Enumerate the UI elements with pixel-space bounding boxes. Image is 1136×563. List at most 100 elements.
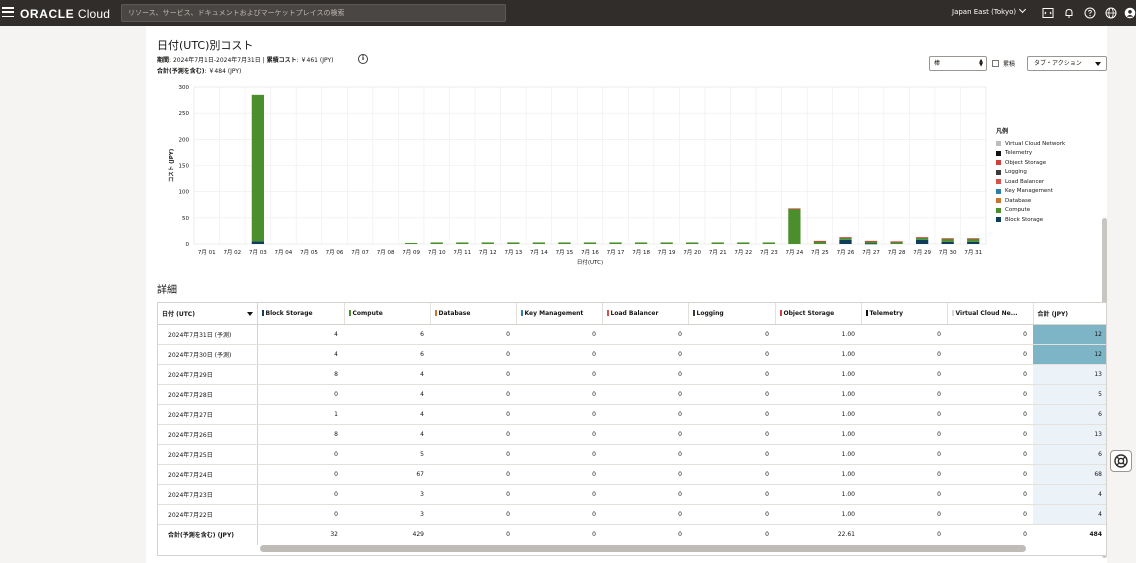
y-tick-label: 200 <box>179 137 190 143</box>
global-search-input[interactable]: リソース、サービス、ドキュメントおよびマーケットプレイスの検索 <box>121 4 506 22</box>
bar-segment <box>864 240 878 242</box>
legend-item[interactable]: Telemetry <box>996 149 1065 159</box>
legend-item[interactable]: Object Storage <box>996 158 1065 168</box>
legend-item[interactable]: Compute <box>996 206 1065 216</box>
x-tick-label: 7月 16 <box>581 249 599 256</box>
legend-label: Database <box>1005 197 1032 204</box>
bar-segment <box>941 241 954 244</box>
value-cell: 0 <box>861 344 947 365</box>
total-row[interactable]: 合計(予測を含む) (JPY) 32 429 0 0 0 0 22.61 0 0 484 <box>158 523 1106 545</box>
value-cell: 0 <box>947 464 1033 485</box>
cumulative-checkbox[interactable] <box>992 60 999 67</box>
code-editor-icon[interactable] <box>1042 7 1054 19</box>
bar-segment <box>967 238 980 242</box>
x-tick-label: 7月 10 <box>428 249 446 256</box>
info-icon[interactable]: i <box>358 54 368 64</box>
tab-actions-button[interactable]: タブ・アクション <box>1027 56 1107 71</box>
value-cell: 0 <box>688 484 775 505</box>
column-header[interactable]: Compute <box>344 303 431 325</box>
legend-item[interactable]: Load Balancer <box>996 177 1065 187</box>
date-cell: 2024年7月27日 <box>158 404 258 425</box>
help-icon[interactable] <box>1084 7 1096 19</box>
x-tick-label: 7月 20 <box>683 249 701 256</box>
value-cell: 32 <box>257 523 344 545</box>
table-row[interactable]: 2024年7月28日 0 4 0 0 0 0 1.00 0 0 5 <box>158 384 1106 405</box>
bar-segment <box>915 239 929 244</box>
legend-item[interactable]: Block Storage <box>996 215 1065 225</box>
x-tick-label: 7月 17 <box>607 249 625 256</box>
chart-type-select[interactable]: 棒 ▲ ▼ <box>929 56 987 71</box>
value-cell: 0 <box>516 464 602 485</box>
value-cell: 67 <box>344 464 430 485</box>
legend-item[interactable]: Database <box>996 196 1065 206</box>
bar-segment <box>762 242 775 244</box>
table-row[interactable]: 2024年7月30日 (予測) 4 6 0 0 0 0 1.00 0 0 12 <box>158 344 1106 365</box>
column-header[interactable]: Block Storage <box>257 303 345 325</box>
column-header[interactable]: Virtual Cloud Ne... <box>947 303 1034 325</box>
value-cell: 0 <box>516 484 602 505</box>
legend-item[interactable]: Virtual Cloud Network <box>996 139 1065 149</box>
table-row[interactable]: 2024年7月24日 0 67 0 0 0 0 1.00 0 0 68 <box>158 464 1106 485</box>
legend-label: Virtual Cloud Network <box>1005 140 1066 147</box>
value-cell: 6 <box>344 324 430 345</box>
table-row[interactable]: 2024年7月23日 0 3 0 0 0 0 1.00 0 0 4 <box>158 484 1106 505</box>
total-summary: 合計(予測を含む): ￥484 (JPY) <box>157 68 242 75</box>
legend-item[interactable]: Logging <box>996 168 1065 178</box>
value-cell: 0 <box>430 324 516 345</box>
value-cell: 0 <box>688 464 775 485</box>
details-table: 日付 (UTC) Block Storage Compute Database Key … <box>158 303 1106 545</box>
value-cell: 8 <box>257 424 344 445</box>
value-cell: 0 <box>516 344 602 365</box>
value-cell: 1.00 <box>775 364 861 385</box>
total-cell: 4 <box>1033 484 1106 505</box>
value-cell: 1.00 <box>775 424 861 445</box>
value-cell: 0 <box>947 444 1033 465</box>
value-cell: 429 <box>344 523 430 545</box>
legend-title: 凡例 <box>996 128 1009 135</box>
value-cell: 0 <box>861 523 947 545</box>
x-tick-label: 7月 09 <box>402 249 420 256</box>
table-row[interactable]: 2024年7月22日 0 3 0 0 0 0 1.00 0 0 4 <box>158 504 1106 525</box>
value-cell: 0 <box>688 424 775 445</box>
column-header[interactable]: Object Storage <box>775 303 862 325</box>
oracle-cloud-logo[interactable]: ORACLE Cloud <box>20 7 111 21</box>
legend-swatch <box>996 198 1001 204</box>
x-tick-label: 7月 28 <box>888 249 906 256</box>
table-row[interactable]: 2024年7月25日 0 5 0 0 0 0 1.00 0 0 6 <box>158 444 1106 465</box>
menu-icon[interactable] <box>2 6 14 18</box>
legend-item[interactable]: Key Management <box>996 187 1065 197</box>
value-cell: 0 <box>861 424 947 445</box>
table-row[interactable]: 2024年7月29日 8 4 0 0 0 0 1.00 0 0 13 <box>158 364 1106 385</box>
table-row[interactable]: 2024年7月31日 (予測) 4 6 0 0 0 0 1.00 0 0 12 <box>158 324 1106 345</box>
column-header[interactable]: Database <box>430 303 517 325</box>
y-axis-label: コスト (JPY) <box>168 148 175 182</box>
column-header[interactable]: Logging <box>688 303 776 325</box>
column-header[interactable]: Telemetry <box>861 303 948 325</box>
column-header[interactable]: Load Balancer <box>602 303 689 325</box>
y-tick-label: 150 <box>179 164 190 170</box>
bar-segment <box>583 242 597 244</box>
x-tick-label: 7月 30 <box>939 249 957 256</box>
user-profile-icon[interactable] <box>1124 7 1136 19</box>
bell-icon[interactable] <box>1063 7 1075 19</box>
table-horizontal-scrollbar[interactable] <box>260 545 1026 552</box>
value-cell: 1.00 <box>775 404 861 425</box>
x-tick-label: 7月 18 <box>632 249 650 256</box>
column-header[interactable]: 合計 (JPY) <box>1033 303 1106 325</box>
table-row[interactable]: 2024年7月26日 8 4 0 0 0 0 1.00 0 0 13 <box>158 424 1106 445</box>
region-selector[interactable]: Japan East (Tokyo) <box>952 5 1027 16</box>
value-cell: 0 <box>947 523 1033 545</box>
bar-segment <box>507 242 520 244</box>
value-cell: 0 <box>861 404 947 425</box>
table-row[interactable]: 2024年7月27日 1 4 0 0 0 0 1.00 0 0 6 <box>158 404 1106 425</box>
x-tick-label: 7月 15 <box>556 249 574 256</box>
column-header-label: 日付 (UTC) <box>162 310 195 318</box>
sort-caret-icon[interactable] <box>246 312 253 316</box>
cumulative-checkbox-label: 累積 <box>1003 61 1016 68</box>
globe-icon[interactable] <box>1105 7 1117 19</box>
help-lifebuoy-button[interactable] <box>1110 450 1132 472</box>
legend-swatch <box>996 217 1001 223</box>
caret-down-icon <box>1095 62 1101 66</box>
column-header[interactable]: Key Management <box>516 303 603 325</box>
column-header[interactable]: 日付 (UTC) <box>158 303 258 325</box>
